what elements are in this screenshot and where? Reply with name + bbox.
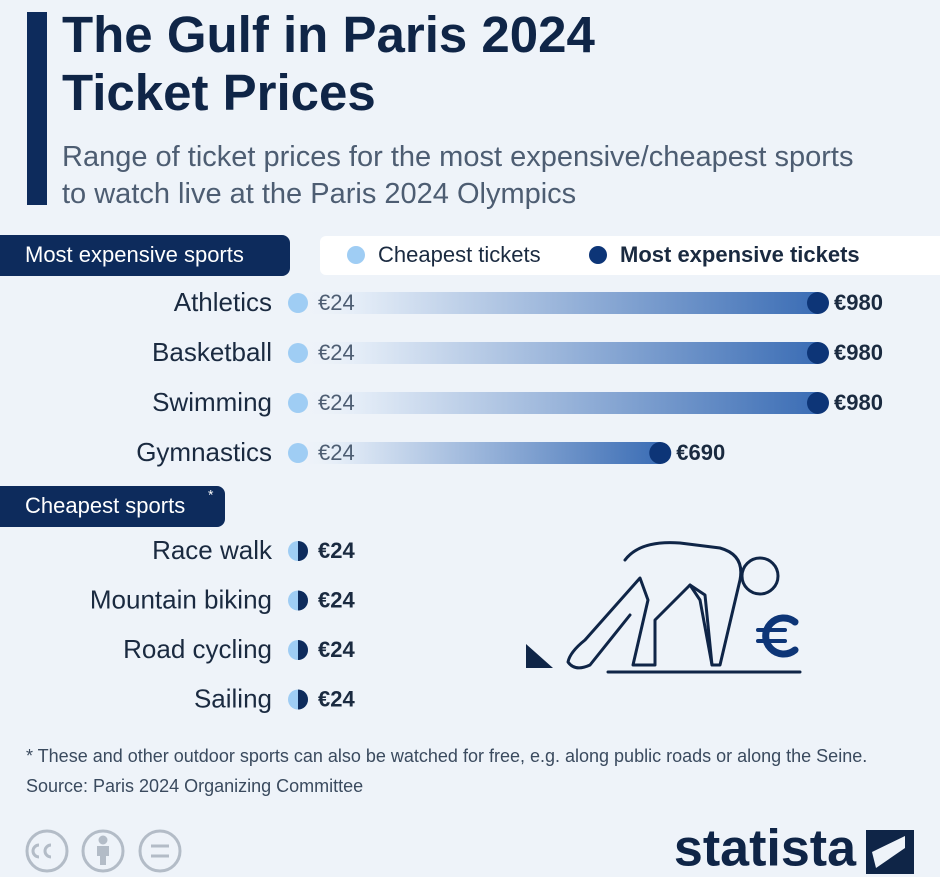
low-label: €24: [318, 290, 355, 315]
low-dot: [288, 343, 308, 363]
low-dot: [288, 293, 308, 313]
accent-bar: [27, 12, 47, 205]
category-label: Race walk: [152, 535, 273, 565]
section-label: Cheapest sports: [25, 493, 185, 518]
low-label: €24: [318, 340, 355, 365]
section-label-box: [0, 486, 225, 527]
dot-half: [298, 689, 308, 710]
category-label: Mountain biking: [90, 584, 272, 614]
section-label-box: [0, 235, 290, 276]
high-label: €690: [676, 440, 725, 465]
low-dot: [288, 443, 308, 463]
range-bar: [298, 292, 818, 314]
brand-logo: [866, 830, 914, 874]
value-label: €24: [318, 538, 355, 563]
chart-title: The Gulf in Paris 2024 Ticket Prices: [62, 6, 595, 121]
high-dot: [807, 392, 829, 414]
legend-label: Most expensive tickets: [620, 242, 860, 267]
illustration: [526, 541, 802, 674]
high-label: €980: [834, 390, 883, 415]
single-dot: [288, 689, 308, 710]
high-label: €980: [834, 290, 883, 315]
range-bar: [298, 342, 818, 364]
category-label: Gymnastics: [136, 437, 272, 467]
low-dot: [288, 393, 308, 413]
dot-half: [298, 541, 308, 561]
single-dot: [288, 541, 308, 561]
legend-swatch: [347, 246, 365, 264]
high-dot: [807, 292, 829, 314]
low-label: €24: [318, 440, 355, 465]
category-label: Sailing: [194, 683, 272, 713]
category-label: Road cycling: [123, 634, 272, 664]
chart-subtitle: Range of ticket prices for the most expe…: [62, 141, 854, 210]
single-dot: [288, 590, 308, 611]
range-bar: [298, 442, 661, 464]
high-dot: [807, 342, 829, 364]
section-label: Most expensive sports: [25, 242, 244, 267]
range-bar: [298, 392, 818, 414]
single-dot: [288, 640, 308, 660]
value-label: €24: [318, 686, 355, 711]
legend-box: [320, 236, 940, 275]
value-label: €24: [318, 587, 355, 612]
dot-half: [298, 590, 308, 611]
brand: statista: [674, 820, 857, 877]
high-label: €980: [834, 340, 883, 365]
high-dot: [649, 442, 672, 464]
source: Source: Paris 2024 Organizing Committee: [26, 776, 363, 796]
license-icons: [25, 829, 182, 873]
legend-swatch: [589, 246, 607, 264]
category-label: Swimming: [152, 387, 272, 417]
low-label: €24: [318, 390, 355, 415]
dot-half: [298, 640, 308, 660]
footnote: * These and other outdoor sports can als…: [26, 746, 867, 766]
category-label: Athletics: [174, 287, 272, 317]
legend-label: Cheapest tickets: [378, 242, 541, 267]
category-label: Basketball: [152, 337, 272, 367]
value-label: €24: [318, 637, 355, 662]
section-label-marker: *: [208, 487, 214, 503]
